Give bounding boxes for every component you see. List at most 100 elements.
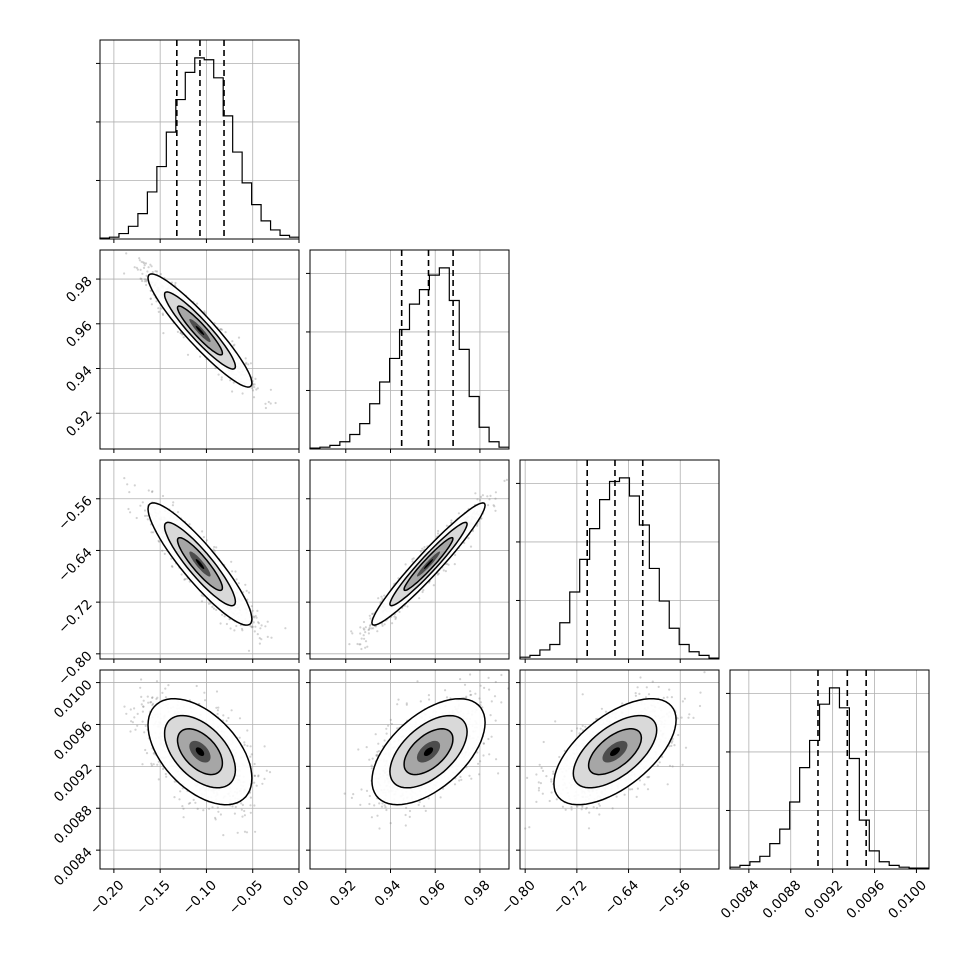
scatter-point — [151, 490, 154, 494]
scatter-point — [222, 714, 225, 717]
scatter-point — [202, 809, 205, 812]
scatter-point — [270, 636, 273, 639]
scatter-point — [249, 624, 252, 628]
scatter-point — [228, 618, 231, 621]
scatter-point — [243, 809, 246, 813]
scatter-point — [170, 565, 174, 568]
scatter-point — [488, 498, 491, 501]
scatter-point — [376, 630, 379, 633]
scatter-point — [250, 626, 253, 629]
panel-frame — [519, 459, 720, 660]
scatter-point — [138, 257, 141, 260]
scatter-point — [419, 550, 422, 553]
scatter-point — [219, 328, 222, 331]
scatter-point — [231, 340, 234, 343]
scatter-point — [231, 390, 234, 393]
scatter-point — [143, 278, 147, 281]
scatter-point — [257, 621, 260, 624]
scatter-point — [157, 778, 160, 781]
scatter-point — [383, 623, 386, 626]
scatter-point — [264, 402, 267, 405]
scatter-point — [284, 627, 287, 630]
scatter-point — [240, 627, 244, 630]
scatter-point — [249, 745, 252, 748]
histogram-panel-2 — [516, 459, 720, 663]
scatter-point — [149, 263, 152, 266]
scatter-point — [150, 265, 153, 268]
scatter-point — [133, 266, 136, 269]
scatter-point — [207, 602, 211, 605]
scatter-point — [212, 607, 216, 610]
scatter-point — [136, 268, 139, 271]
scatter-point — [363, 637, 366, 640]
scatter-point — [274, 401, 277, 405]
scatter-point — [480, 517, 483, 520]
scatter-point — [252, 396, 256, 399]
scatter-point — [219, 813, 222, 816]
scatter-point — [145, 283, 148, 287]
scatter-point — [363, 628, 366, 631]
density-peak — [195, 559, 205, 569]
scatter-point — [394, 616, 398, 619]
scatter-point — [258, 642, 261, 645]
scatter-area — [100, 460, 299, 659]
scatter-point — [145, 279, 148, 282]
scatter-point — [186, 353, 190, 356]
scatter-point — [213, 545, 216, 549]
scatter-point — [463, 541, 466, 545]
scatter-point — [158, 540, 161, 543]
scatter-area — [310, 460, 509, 659]
scatter-point — [196, 807, 199, 811]
scatter-point — [225, 719, 228, 723]
scatter-point — [151, 696, 154, 700]
scatter-point — [224, 331, 227, 334]
scatter-point — [221, 613, 224, 616]
scatter-point — [370, 627, 373, 630]
scatter-point — [250, 387, 253, 390]
scatter-point — [215, 608, 218, 612]
contour-line — [163, 291, 237, 370]
scatter-point — [176, 330, 179, 333]
scatter-point — [394, 617, 397, 621]
scatter-area — [100, 250, 299, 449]
scatter-point — [128, 491, 131, 494]
scatter-point — [220, 376, 223, 379]
scatter-point — [143, 262, 146, 265]
scatter-point — [230, 560, 233, 563]
scatter-point — [256, 633, 259, 636]
scatter-point — [225, 622, 228, 626]
scatter-point — [143, 509, 147, 512]
scatter-point — [211, 605, 214, 609]
scatter-point — [253, 630, 256, 633]
scatter-point — [145, 274, 148, 277]
scatter-point — [136, 712, 139, 716]
scatter-point — [256, 609, 259, 613]
scatter-point — [155, 300, 158, 303]
scatter-point — [362, 627, 365, 630]
scatter-point — [493, 505, 496, 508]
scatter-point — [358, 643, 361, 646]
scatter-point — [260, 624, 263, 627]
contour-line — [176, 536, 224, 592]
scatter-point — [359, 643, 362, 646]
scatter-point — [237, 336, 241, 339]
scatter-point — [147, 701, 150, 704]
scatter-point — [233, 343, 236, 346]
scatter-point — [161, 494, 165, 498]
scatter-point — [143, 264, 146, 267]
contour-line — [176, 305, 224, 356]
scatter-point — [494, 497, 497, 500]
panel-frame — [729, 669, 930, 870]
scatter-point — [372, 627, 375, 630]
scatter-point — [188, 523, 191, 526]
scatter-point — [479, 495, 483, 498]
scatter-point — [145, 280, 148, 283]
scatter-point — [252, 621, 255, 624]
scatter-point — [360, 647, 363, 651]
scatter-point — [220, 378, 223, 381]
scatter-point — [179, 790, 182, 793]
scatter-point — [135, 516, 138, 520]
scatter-point — [436, 532, 440, 535]
scatter-point — [147, 489, 150, 492]
scatter-point — [247, 591, 251, 594]
